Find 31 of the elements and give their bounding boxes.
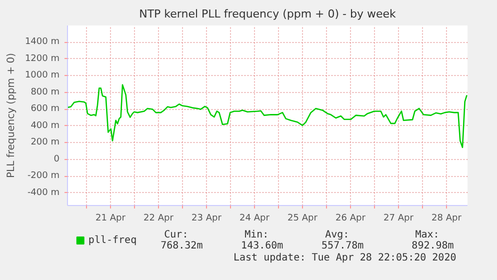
text: Cur: <box>164 230 188 240</box>
text: Last update: Tue Apr 28 22:05:20 2020 <box>233 252 456 264</box>
y-tick-label: 0 <box>54 154 60 164</box>
legend-label: pll-freq <box>88 235 137 246</box>
chart-title: NTP kernel PLL frequency (ppm + 0) - by week <box>139 8 397 20</box>
x-tick-label: 25 Apr <box>288 214 318 224</box>
x-tick-label: 27 Apr <box>384 214 414 224</box>
y-tick-label: 800 m <box>30 87 60 98</box>
text: 892.98m <box>412 240 454 252</box>
y-tick-label: 200 m <box>30 138 60 148</box>
y-tick-label: -400 m <box>27 188 60 198</box>
text: 768.32m <box>160 240 203 252</box>
text: 557.78m <box>322 240 364 252</box>
y-axis-title: PLL frequency (ppm + 0) <box>6 52 17 178</box>
x-tick-label: 21 Apr <box>96 214 126 224</box>
text: Avg: <box>325 230 350 240</box>
x-tick-label: 28 Apr <box>432 214 462 224</box>
y-tick-label: 600 m <box>30 104 60 114</box>
x-tick-label: 26 Apr <box>336 214 366 224</box>
y-tick-label: 400 m <box>30 120 60 131</box>
y-tick-label: -200 m <box>27 171 60 182</box>
y-tick-label: 1400 m <box>24 37 60 48</box>
text: 143.60m <box>241 240 284 252</box>
y-tick-label: 1000 m <box>24 70 60 81</box>
x-tick-label: 23 Apr <box>192 214 222 224</box>
x-tick-label: 24 Apr <box>240 214 270 224</box>
text: Min: <box>244 230 269 240</box>
text: Max: <box>415 230 440 240</box>
x-tick-label: 22 Apr <box>144 214 174 224</box>
line-series <box>68 84 468 148</box>
y-tick-label: 1200 m <box>24 54 60 64</box>
